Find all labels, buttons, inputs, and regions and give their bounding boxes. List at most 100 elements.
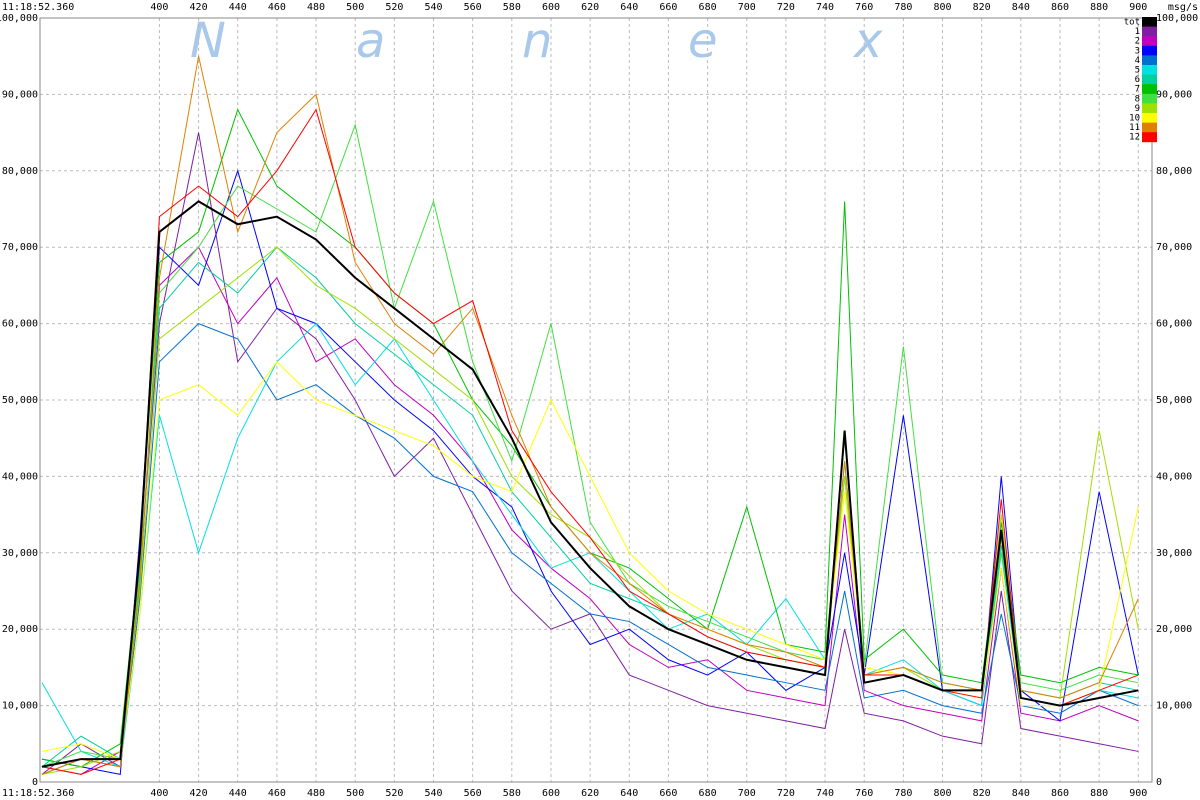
y-tick-label: 0	[32, 777, 38, 788]
y-tick-label: 100,000	[0, 13, 38, 24]
y-tick-label-right: 50,000	[1156, 395, 1192, 406]
x-tick-label-top: 540	[424, 2, 442, 13]
legend-swatch	[1142, 36, 1157, 47]
y-tick-label-right: 40,000	[1156, 471, 1192, 482]
x-tick-label: 900	[1129, 788, 1147, 799]
x-tick-label-top: 420	[190, 2, 208, 13]
watermark-letter: N	[190, 13, 226, 69]
x-tick-label: 440	[229, 788, 247, 799]
y-tick-label-right: 20,000	[1156, 624, 1192, 635]
x-tick-label-top: 640	[620, 2, 638, 13]
series-line	[41, 246, 1139, 775]
y-tick-label-right: 80,000	[1156, 166, 1192, 177]
watermark-letter: a	[356, 13, 385, 69]
y-tick-label-right: 30,000	[1156, 548, 1192, 559]
x-tick-label-top: 880	[1090, 2, 1108, 13]
x-tick-label: 840	[1012, 788, 1030, 799]
watermark-letter: e	[688, 13, 718, 69]
x-tick-label-top: 580	[503, 2, 521, 13]
x-tick-label: 400	[150, 788, 168, 799]
x-tick-label-top: 520	[385, 2, 403, 13]
x-tick-label: 580	[503, 788, 521, 799]
x-tick-label: 560	[464, 788, 482, 799]
x-tick-label: 760	[855, 788, 873, 799]
y-tick-label: 40,000	[2, 471, 38, 482]
x-tick-label: 660	[659, 788, 677, 799]
x-tick-label-top: 740	[816, 2, 834, 13]
x-tick-label-top: 500	[346, 2, 364, 13]
legend-label: 10	[1129, 114, 1140, 124]
y-tick-label: 60,000	[2, 319, 38, 330]
y-unit-label: msg/s	[1168, 2, 1198, 13]
x-tick-label-top: 700	[738, 2, 756, 13]
x-start-label-top: 11:18:52.360	[2, 2, 74, 13]
y-tick-label-right: 100,000	[1156, 13, 1198, 24]
legend-label: tot	[1124, 18, 1140, 28]
x-tick-label: 500	[346, 788, 364, 799]
x-tick-label-top: 800	[933, 2, 951, 13]
series-line	[41, 56, 1139, 775]
legend-swatch	[1142, 45, 1157, 56]
x-tick-label-top: 480	[307, 2, 325, 13]
series-line	[41, 132, 1139, 775]
legend-label: 3	[1135, 46, 1140, 56]
x-tick-label-top: 820	[973, 2, 991, 13]
y-tick-label-right: 10,000	[1156, 701, 1192, 712]
x-tick-label: 480	[307, 788, 325, 799]
y-tick-label: 30,000	[2, 548, 38, 559]
x-tick-label-top: 440	[229, 2, 247, 13]
y-tick-label-right: 60,000	[1156, 319, 1192, 330]
x-tick-label-top: 600	[542, 2, 560, 13]
x-tick-label: 640	[620, 788, 638, 799]
x-tick-label: 780	[894, 788, 912, 799]
x-tick-label: 800	[933, 788, 951, 799]
legend-label: 1	[1135, 27, 1140, 37]
x-tick-label: 620	[581, 788, 599, 799]
x-tick-label-top: 400	[150, 2, 168, 13]
x-tick-label-top: 780	[894, 2, 912, 13]
x-tick-label: 680	[699, 788, 717, 799]
legend-label: 5	[1135, 66, 1140, 76]
y-tick-label: 20,000	[2, 624, 38, 635]
y-tick-label: 50,000	[2, 395, 38, 406]
x-tick-label: 880	[1090, 788, 1108, 799]
legend-label: 6	[1135, 75, 1140, 85]
legend-label: 2	[1135, 37, 1140, 47]
legend-label: 4	[1135, 56, 1140, 66]
x-tick-label-top: 560	[464, 2, 482, 13]
x-tick-label: 520	[385, 788, 403, 799]
series-line	[41, 108, 1139, 775]
legend-label: 12	[1129, 133, 1140, 143]
y-tick-label: 90,000	[2, 89, 38, 100]
legend-swatch	[1142, 93, 1157, 104]
x-tick-label: 540	[424, 788, 442, 799]
x-tick-label-top: 460	[268, 2, 286, 13]
legend-swatch	[1142, 84, 1157, 95]
y-tick-label-right: 0	[1156, 777, 1162, 788]
x-tick-label: 700	[738, 788, 756, 799]
legend-swatch	[1142, 132, 1157, 143]
x-tick-label-top: 620	[581, 2, 599, 13]
legend-swatch	[1142, 74, 1157, 85]
watermark-letter: n	[522, 13, 552, 69]
legend-swatch	[1142, 103, 1157, 114]
legend-swatch	[1142, 122, 1157, 133]
y-tick-label-right: 70,000	[1156, 242, 1192, 253]
legend-swatch	[1142, 65, 1157, 75]
x-tick-label: 740	[816, 788, 834, 799]
series-line	[41, 323, 1139, 775]
x-tick-label-top: 900	[1129, 2, 1147, 13]
legend-label: 7	[1135, 85, 1140, 95]
x-tick-label: 460	[268, 788, 286, 799]
x-tick-label: 820	[973, 788, 991, 799]
x-tick-label: 720	[777, 788, 795, 799]
series-line	[41, 322, 1139, 768]
x-tick-label: 600	[542, 788, 560, 799]
x-tick-label: 860	[1051, 788, 1069, 799]
series-line	[41, 108, 1139, 768]
legend-label: 11	[1129, 123, 1140, 133]
y-tick-label: 70,000	[2, 242, 38, 253]
y-tick-label-right: 90,000	[1156, 89, 1192, 100]
